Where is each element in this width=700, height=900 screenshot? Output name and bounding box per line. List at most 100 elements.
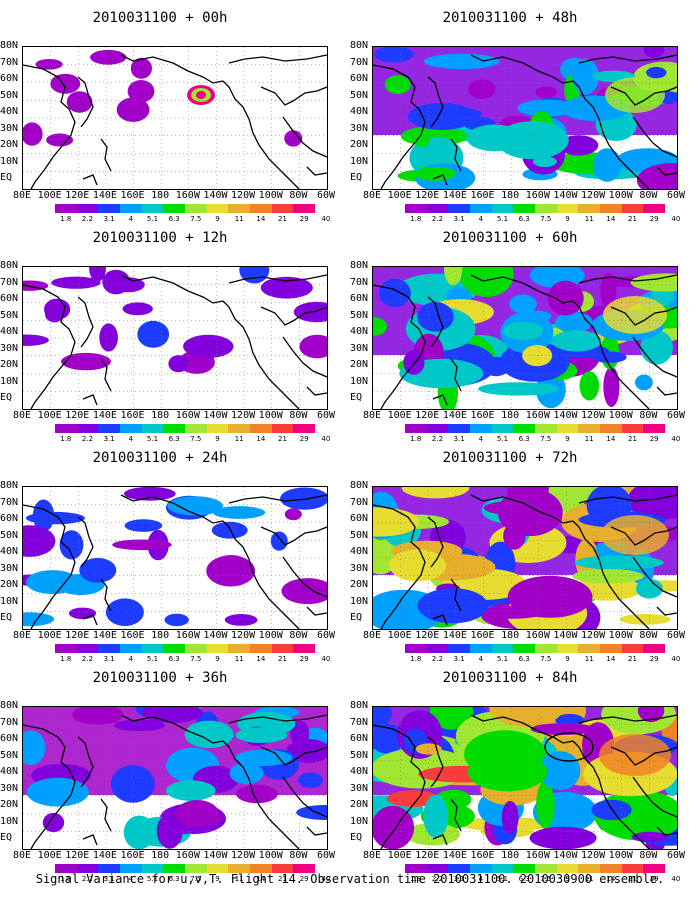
latitude-label: 30N [350, 122, 369, 134]
longitude-label: 80E [362, 190, 382, 201]
variance-blob [23, 334, 49, 346]
colorbar-label: 9 [215, 435, 220, 443]
colorbar-swatch [228, 864, 251, 873]
panel-title: 2010031100 + 48h [442, 10, 578, 26]
colorbar-swatch [228, 424, 251, 433]
colorbar-swatch [120, 644, 142, 653]
variance-blob [211, 521, 248, 539]
longitude-label: 100W [258, 190, 283, 201]
colorbar-label: 14 [256, 655, 266, 663]
variance-blob [90, 49, 127, 65]
longitude-label: 140W [203, 850, 228, 861]
colorbar-label: 1.8 [410, 875, 422, 883]
colorbar-swatch [163, 204, 186, 213]
variance-blob [496, 121, 569, 160]
latitude-label: 80N [350, 700, 369, 711]
variance-blob [593, 148, 622, 182]
variance-blob [502, 321, 544, 340]
variance-blob [401, 487, 470, 499]
colorbar-swatch [600, 864, 622, 873]
contour-field [23, 267, 327, 409]
colorbar-swatch [491, 644, 514, 653]
coastline [632, 116, 677, 158]
coastline [306, 166, 327, 176]
latitude-label: 20N [0, 359, 19, 371]
coastline [282, 776, 327, 818]
colorbar-swatch [470, 204, 492, 213]
colorbar-label: 6.3 [168, 655, 180, 663]
coastline [470, 54, 574, 84]
latitude-label: 30N [0, 782, 19, 794]
latitude-label: 60N [350, 73, 369, 85]
colorbar-label: 29 [649, 435, 659, 443]
coastline [82, 394, 98, 406]
contour-field [373, 47, 677, 189]
colorbar-label: 5.1 [496, 215, 509, 223]
colorbar-swatch [163, 424, 186, 433]
latitude-label: 50N [350, 89, 369, 101]
coastline [120, 274, 224, 304]
coastline [222, 740, 300, 849]
variance-blob [270, 531, 288, 551]
colorbar-swatch [141, 204, 164, 213]
coastline [306, 386, 327, 396]
colorbar [55, 644, 316, 653]
variance-blob [374, 47, 414, 63]
colorbar-label: 3.1 [453, 875, 465, 883]
colorbar-swatch [271, 204, 294, 213]
variance-blob [102, 269, 131, 295]
variance-blob [123, 815, 155, 849]
longitude-label: 160E [470, 630, 495, 641]
longitude-label: 160W [525, 190, 550, 201]
figure-caption: Signal Variance for u,v,T. Flight 14. Ob… [35, 872, 665, 886]
latitude-label: 30N [0, 342, 19, 354]
variance-blob [260, 276, 313, 299]
longitude-label: 120E [65, 850, 90, 861]
coastline [23, 724, 76, 849]
colorbar-swatch [621, 424, 644, 433]
map-panel: 2010031100 + 84h 80N 70N 60N 50N 40N 30N 20N 10N… [350, 668, 685, 883]
latitude-label: 20N [0, 799, 19, 811]
colorbar [405, 204, 666, 213]
coastline [23, 504, 76, 629]
longitude-label: 100W [258, 410, 283, 421]
variance-blob [444, 267, 463, 286]
colorbar-swatch [76, 424, 99, 433]
coastline [632, 776, 677, 818]
latitude-label: 40N [350, 326, 369, 338]
colorbar-label: 9 [215, 655, 220, 663]
colorbar-swatch [578, 204, 601, 213]
longitude-label: 60W [666, 190, 686, 201]
variance-blob [42, 812, 65, 833]
colorbar-swatch [206, 424, 229, 433]
variance-blob [116, 97, 150, 122]
colorbar-swatch [76, 644, 99, 653]
latitude-label: 70N [0, 496, 19, 508]
variance-blob [373, 317, 388, 336]
colorbar-label: 11 [234, 435, 244, 443]
coastline [228, 274, 327, 284]
colorbar-swatch [535, 644, 557, 653]
colorbar-swatch [271, 644, 294, 653]
variance-maximum [605, 77, 665, 113]
colorbar-label: 1.8 [60, 875, 72, 883]
colorbar-label: 21 [278, 655, 287, 663]
latitude-label: EQ [350, 612, 363, 624]
colorbar-swatch [426, 204, 449, 213]
colorbar [55, 204, 316, 213]
colorbar-label: 11 [584, 435, 594, 443]
variance-blob [414, 166, 456, 181]
panel-title: 2010031100 + 24h [92, 450, 228, 466]
coastline [427, 736, 444, 788]
colorbar-label: 6.3 [168, 435, 180, 443]
colorbar-label: 1.8 [60, 215, 72, 223]
longitude-label: 100E [37, 850, 62, 861]
variance-blob [59, 530, 84, 560]
variance-blob [603, 366, 620, 408]
latitude-label: 40N [350, 766, 369, 778]
latitude-label: EQ [0, 172, 13, 184]
longitude-label: 80W [289, 630, 308, 641]
colorbar-swatch [513, 864, 536, 873]
latitude-label: 50N [0, 309, 19, 321]
map-area [372, 266, 678, 410]
